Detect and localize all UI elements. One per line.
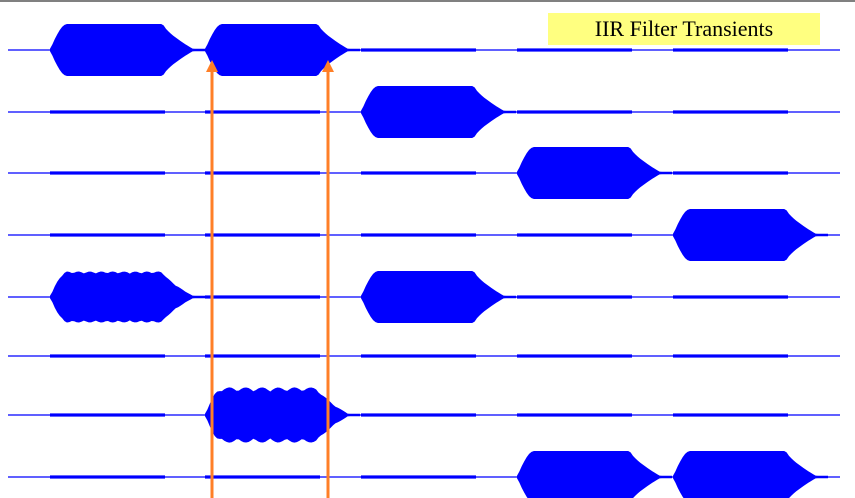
residual-ripple bbox=[517, 413, 632, 417]
signal-burst bbox=[673, 451, 828, 498]
residual-ripple bbox=[673, 48, 788, 52]
signal-burst bbox=[673, 209, 828, 261]
signal-burst bbox=[517, 451, 672, 498]
residual-ripple bbox=[361, 233, 476, 237]
trace-row-5 bbox=[8, 271, 840, 323]
residual-ripple bbox=[50, 354, 165, 358]
signal-burst bbox=[50, 271, 205, 323]
signal-burst bbox=[50, 24, 205, 76]
signal-burst bbox=[361, 271, 516, 323]
markers-group bbox=[206, 60, 334, 498]
trace-row-6 bbox=[8, 354, 840, 358]
transient-marker-arrow bbox=[206, 60, 218, 498]
marker-arrowhead bbox=[322, 60, 334, 72]
signal-burst bbox=[361, 86, 516, 138]
trace-row-1 bbox=[8, 24, 840, 76]
residual-ripple bbox=[50, 110, 165, 114]
residual-ripple bbox=[673, 171, 788, 175]
transient-marker-arrow bbox=[322, 60, 334, 498]
residual-ripple bbox=[50, 413, 165, 417]
residual-ripple bbox=[205, 295, 320, 299]
trace-row-2 bbox=[8, 86, 840, 138]
residual-ripple bbox=[50, 475, 165, 479]
residual-ripple bbox=[205, 110, 320, 114]
chart-title: IIR Filter Transients bbox=[548, 13, 820, 45]
residual-ripple bbox=[50, 233, 165, 237]
residual-ripple bbox=[517, 233, 632, 237]
residual-ripple bbox=[205, 475, 320, 479]
residual-ripple bbox=[50, 171, 165, 175]
traces-group bbox=[8, 24, 840, 498]
trace-row-8 bbox=[8, 451, 840, 498]
signal-burst bbox=[517, 147, 672, 199]
residual-ripple bbox=[361, 171, 476, 175]
residual-ripple bbox=[673, 354, 788, 358]
residual-ripple bbox=[361, 413, 476, 417]
residual-ripple bbox=[517, 354, 632, 358]
marker-arrowhead bbox=[206, 60, 218, 72]
residual-ripple bbox=[517, 48, 632, 52]
trace-row-7 bbox=[8, 387, 840, 443]
residual-ripple bbox=[361, 475, 476, 479]
residual-ripple bbox=[517, 110, 632, 114]
residual-ripple bbox=[673, 295, 788, 299]
residual-ripple bbox=[361, 354, 476, 358]
residual-ripple bbox=[205, 171, 320, 175]
residual-ripple bbox=[673, 110, 788, 114]
residual-ripple bbox=[361, 48, 476, 52]
trace-row-3 bbox=[8, 147, 840, 199]
signal-burst bbox=[205, 387, 360, 443]
residual-ripple bbox=[205, 354, 320, 358]
signal-burst bbox=[205, 24, 360, 76]
trace-row-4 bbox=[8, 209, 840, 261]
residual-ripple bbox=[205, 233, 320, 237]
residual-ripple bbox=[517, 295, 632, 299]
residual-ripple bbox=[673, 413, 788, 417]
